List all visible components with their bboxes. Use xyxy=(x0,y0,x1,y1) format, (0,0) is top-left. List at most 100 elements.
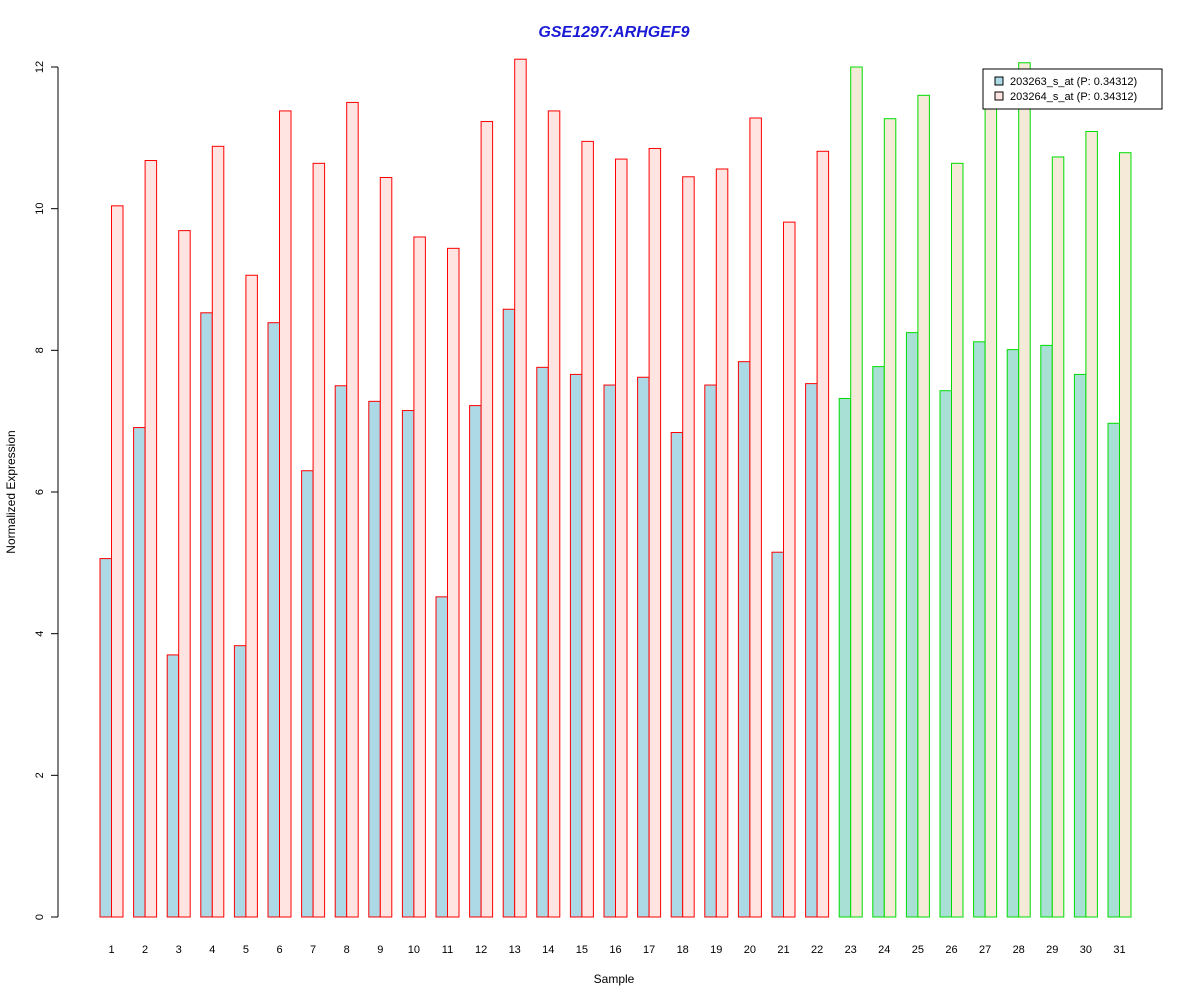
bar-203264-sample-9 xyxy=(379,177,393,918)
x-tick-label: 30 xyxy=(1080,944,1092,956)
x-tick-label: 19 xyxy=(710,944,722,956)
bar-203263-sample-7 xyxy=(301,470,314,918)
legend: 203263_s_at (P: 0.34312) 203264_s_at (P:… xyxy=(982,68,1163,110)
y-tick-label: 4 xyxy=(34,631,46,637)
x-tick-label: 24 xyxy=(878,944,890,956)
bar-203263-sample-17 xyxy=(637,376,650,918)
x-tick-label: 26 xyxy=(945,944,957,956)
bar-203263-sample-23 xyxy=(838,398,852,918)
y-tick-label: 12 xyxy=(34,61,46,73)
bar-203263-sample-2 xyxy=(133,427,146,918)
y-tick-label: 6 xyxy=(34,489,46,495)
y-axis: 0 2 4 6 8 10 12 xyxy=(34,61,59,920)
x-tick-label: 16 xyxy=(609,944,621,956)
bar-203263-sample-11 xyxy=(435,596,448,918)
legend-swatch-203263 xyxy=(994,76,1004,86)
bar-203264-sample-1 xyxy=(111,205,124,918)
x-tick-label: 5 xyxy=(243,944,249,956)
bar-203264-sample-11 xyxy=(447,247,460,918)
x-tick-label: 6 xyxy=(276,944,282,956)
x-tick-label: 23 xyxy=(845,944,857,956)
legend-box xyxy=(982,68,1163,110)
bar-203263-sample-26 xyxy=(939,390,952,918)
x-tick-label: 4 xyxy=(209,944,215,956)
x-tick-label: 31 xyxy=(1113,944,1125,956)
bar-203264-sample-31 xyxy=(1119,152,1132,918)
bar-203264-sample-2 xyxy=(144,160,158,918)
bar-203263-sample-16 xyxy=(603,384,616,918)
x-tick-labels: 1 2 3 4 5 6 7 8 9 10 11 12 13 14 15 16 17 18 19 20 21 22 23 24 2… xyxy=(108,944,1125,956)
bar-203264-sample-18 xyxy=(682,176,695,918)
bar-203263-sample-10 xyxy=(401,410,415,918)
bar-203264-sample-13 xyxy=(514,58,527,918)
x-tick-label: 9 xyxy=(377,944,383,956)
x-tick-label: 18 xyxy=(677,944,689,956)
bar-203263-sample-31 xyxy=(1107,422,1120,918)
x-tick-label: 11 xyxy=(442,944,453,956)
y-tick-label: 10 xyxy=(34,203,46,215)
x-tick-label: 17 xyxy=(643,944,655,956)
x-tick-label: 22 xyxy=(811,944,823,956)
x-tick-label: 14 xyxy=(542,944,554,956)
bar-203264-sample-14 xyxy=(547,110,561,918)
bar-203264-sample-25 xyxy=(917,94,930,918)
x-tick-label: 3 xyxy=(176,944,182,956)
bar-203263-sample-12 xyxy=(469,405,482,918)
y-tick-label: 8 xyxy=(34,347,46,353)
x-tick-label: 25 xyxy=(912,944,924,956)
legend-label-203263: 203263_s_at (P: 0.34312) xyxy=(1010,76,1137,88)
bar-203264-sample-22 xyxy=(816,150,830,918)
bar-203263-sample-8 xyxy=(334,385,348,918)
bar-203263-sample-27 xyxy=(973,341,986,918)
chart-title: GSE1297:ARHGEF9 xyxy=(538,24,689,41)
bar-203264-sample-15 xyxy=(581,140,594,918)
bar-203264-sample-8 xyxy=(346,101,359,918)
bar-203264-sample-30 xyxy=(1085,130,1098,918)
bar-203263-sample-30 xyxy=(1073,373,1087,918)
y-tick-label: 0 xyxy=(34,914,46,920)
x-tick-label: 20 xyxy=(744,944,756,956)
bar-203263-sample-28 xyxy=(1006,349,1020,918)
bar-203264-sample-23 xyxy=(850,66,863,918)
bar-203264-sample-19 xyxy=(715,168,729,918)
bar-203263-sample-19 xyxy=(704,384,717,918)
bar-203264-sample-6 xyxy=(279,110,292,918)
bar-203263-sample-6 xyxy=(267,322,280,918)
bar-203263-sample-5 xyxy=(233,645,247,918)
bar-203264-sample-16 xyxy=(615,158,628,918)
bar-203264-sample-3 xyxy=(178,230,191,918)
x-axis-label: Sample xyxy=(594,972,635,986)
x-tick-label: 29 xyxy=(1046,944,1058,956)
bar-203263-sample-20 xyxy=(737,361,751,918)
bar-203263-sample-29 xyxy=(1040,344,1053,918)
bar-203263-sample-13 xyxy=(502,308,516,918)
bar-203263-sample-18 xyxy=(670,432,684,918)
bar-203264-sample-10 xyxy=(413,236,426,918)
bar-203263-sample-24 xyxy=(872,366,885,918)
bar-203264-sample-20 xyxy=(749,117,762,918)
bar-203263-sample-25 xyxy=(905,332,919,918)
x-tick-label: 7 xyxy=(310,944,316,956)
bar-203263-sample-9 xyxy=(368,400,381,918)
bar-203264-sample-24 xyxy=(883,118,897,918)
bar-203264-sample-5 xyxy=(245,274,258,918)
x-tick-label: 2 xyxy=(142,944,148,956)
bar-203263-sample-14 xyxy=(536,366,549,918)
bar-203264-sample-17 xyxy=(648,147,662,918)
y-tick-label: 2 xyxy=(34,772,46,778)
x-tick-label: 12 xyxy=(475,944,487,956)
y-axis-label: Normalized Expression xyxy=(4,430,18,553)
bar-203264-sample-21 xyxy=(783,221,796,918)
bars xyxy=(99,58,1132,918)
bar-203264-sample-27 xyxy=(984,96,998,918)
x-tick-label: 15 xyxy=(576,944,588,956)
x-tick-label: 13 xyxy=(509,944,521,956)
bar-203263-sample-4 xyxy=(200,312,213,918)
legend-label-203264: 203264_s_at (P: 0.34312) xyxy=(1010,91,1137,103)
x-tick-label: 21 xyxy=(777,944,789,956)
bar-203264-sample-26 xyxy=(951,162,964,918)
bar-203263-sample-21 xyxy=(771,551,784,918)
bar-203263-sample-15 xyxy=(569,373,583,918)
bar-203263-sample-3 xyxy=(166,654,180,918)
